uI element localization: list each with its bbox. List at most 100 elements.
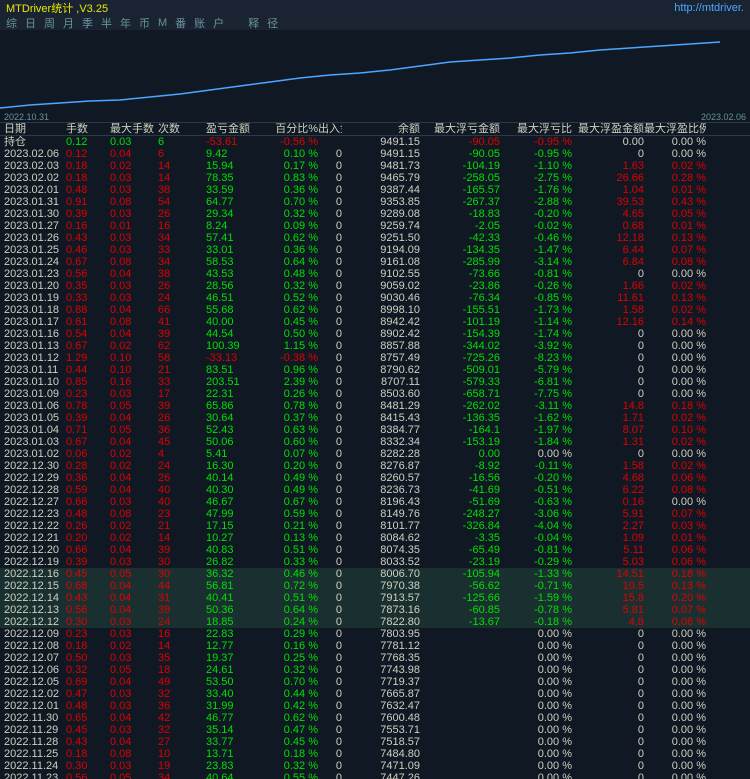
menu-item-6[interactable]: 年 [120, 15, 131, 31]
cell-maxlots: 0.03 [110, 760, 158, 772]
table-row[interactable]: 2023.02.020.180.031478.350.83 %09465.79-… [0, 172, 750, 184]
col-header-0[interactable]: 日期 [4, 123, 66, 135]
cell-pct: 0.70 % [266, 196, 318, 208]
menu-item-3[interactable]: 月 [63, 15, 74, 31]
table-row[interactable]: 2022.12.010.480.033631.990.42 %07632.470… [0, 700, 750, 712]
table-row[interactable]: 2023.01.190.330.032446.510.52 %09030.46-… [0, 292, 750, 304]
cell-maxfp: 12.18 [572, 232, 644, 244]
cell-maxfppct: 0.00 % [644, 676, 706, 688]
cell-maxlots: 0.03 [110, 652, 158, 664]
cell-balance: 8481.29 [342, 400, 420, 412]
table-row[interactable]: 2022.11.250.180.081013.710.18 %07484.800… [0, 748, 750, 760]
menu-item-10[interactable]: 账 [194, 15, 205, 31]
cell-date: 2023.01.27 [4, 220, 66, 232]
cell-pl: 52.43 [206, 424, 266, 436]
table-row[interactable]: 2022.12.050.690.044953.500.70 %07719.370… [0, 676, 750, 688]
chart-x-left: 2022.10.31 [4, 112, 49, 122]
cell-lots: 0.91 [66, 196, 110, 208]
col-header-9[interactable]: 最大浮亏比 [500, 123, 572, 135]
table-row[interactable]: 2023.01.050.390.042630.640.37 %08415.43-… [0, 412, 750, 424]
table-row[interactable]: 2022.12.150.680.044456.810.72 %07970.38-… [0, 580, 750, 592]
table-row[interactable]: 2023.01.250.460.033333.010.36 %09194.09-… [0, 244, 750, 256]
table-row[interactable]: 2023.01.200.350.032628.560.32 %09059.02-… [0, 280, 750, 292]
cell-balance: 7484.80 [342, 748, 420, 760]
table-row[interactable]: 2022.12.290.360.042640.140.49 %08260.57-… [0, 472, 750, 484]
col-header-7[interactable]: 余额 [342, 123, 420, 135]
table-row[interactable]: 2022.12.200.660.043940.830.51 %08074.35-… [0, 544, 750, 556]
menu-item-9[interactable]: 番 [175, 15, 186, 31]
menu-item-14[interactable]: 释 [248, 15, 259, 31]
table-row[interactable]: 2023.01.260.430.033457.410.62 %09251.50-… [0, 232, 750, 244]
col-header-4[interactable]: 盈亏金额 [206, 123, 266, 135]
col-header-10[interactable]: 最大浮盈金额 [572, 123, 644, 135]
table-row[interactable]: 2023.01.040.710.053652.430.63 %08384.77-… [0, 424, 750, 436]
table-row[interactable]: 2023.02.060.120.0469.420.10 %09491.15-90… [0, 148, 750, 160]
menu-item-11[interactable]: 户 [213, 15, 224, 31]
table-row[interactable]: 2022.12.120.300.032418.850.24 %07822.80-… [0, 616, 750, 628]
table-row[interactable]: 2023.01.030.670.044550.060.60 %08332.34-… [0, 436, 750, 448]
menu-item-1[interactable]: 日 [25, 15, 36, 31]
table-row[interactable]: 2022.11.290.450.033235.140.47 %07553.710… [0, 724, 750, 736]
cell-pl: 22.83 [206, 628, 266, 640]
cell-maxlots: 0.08 [110, 316, 158, 328]
app-url[interactable]: http://mtdriver. [674, 2, 744, 14]
table-row[interactable]: 2023.01.110.440.102183.510.96 %08790.62-… [0, 364, 750, 376]
table-row[interactable]: 2022.12.220.260.022117.150.21 %08101.77-… [0, 520, 750, 532]
table-row[interactable]: 2023.01.060.780.053965.860.78 %08481.29-… [0, 400, 750, 412]
table-row[interactable]: 2023.01.130.670.0262100.391.15 %08857.88… [0, 340, 750, 352]
menu-item-2[interactable]: 周 [44, 15, 55, 31]
table-row[interactable]: 2023.02.030.180.021415.940.17 %09481.73-… [0, 160, 750, 172]
table-row[interactable]: 2023.01.160.540.043944.540.50 %08902.42-… [0, 328, 750, 340]
menu-item-15[interactable]: 径 [267, 15, 278, 31]
table-row[interactable]: 2022.12.210.200.021410.270.13 %08084.62-… [0, 532, 750, 544]
table-row[interactable]: 2022.11.280.430.042733.770.45 %07518.570… [0, 736, 750, 748]
table-row[interactable]: 2022.12.270.660.034046.670.67 %08196.43-… [0, 496, 750, 508]
table-row[interactable]: 2023.01.090.230.031722.310.26 %08503.60-… [0, 388, 750, 400]
cell-balance: 9251.50 [342, 232, 420, 244]
table-row[interactable]: 2022.12.090.230.031622.830.29 %07803.950… [0, 628, 750, 640]
table-row[interactable]: 2022.12.160.450.053036.320.46 %08006.70-… [0, 568, 750, 580]
table-row[interactable]: 2023.01.310.910.085464.770.70 %09353.85-… [0, 196, 750, 208]
table-row[interactable]: 2022.11.230.560.053440.640.55 %07447.260… [0, 772, 750, 779]
table-row[interactable]: 2023.01.170.610.084140.000.45 %08942.42-… [0, 316, 750, 328]
col-header-1[interactable]: 手数 [66, 123, 110, 135]
cell-maxfppct: 0.02 % [644, 280, 706, 292]
table-row[interactable]: 2022.12.080.180.021412.770.16 %07781.120… [0, 640, 750, 652]
col-header-5[interactable]: 百分比% [266, 123, 318, 135]
table-row[interactable]: 2023.01.270.160.01168.240.09 %09259.74-2… [0, 220, 750, 232]
menu-item-0[interactable]: 综 [6, 15, 17, 31]
table-row[interactable]: 2023.01.180.880.046655.680.62 %08998.10-… [0, 304, 750, 316]
table-row[interactable]: 2022.12.020.470.033233.400.44 %07665.870… [0, 688, 750, 700]
table-row[interactable]: 2023.01.020.060.0245.410.07 %08282.280.0… [0, 448, 750, 460]
table-row[interactable]: 2023.01.100.850.1633203.512.39 %08707.11… [0, 376, 750, 388]
menu-item-7[interactable]: 币 [139, 15, 150, 31]
menu-item-4[interactable]: 季 [82, 15, 93, 31]
table-row[interactable]: 2023.01.230.560.043843.530.48 %09102.55-… [0, 268, 750, 280]
menu-item-5[interactable]: 半 [101, 15, 112, 31]
cell-depwd: 0 [318, 364, 342, 376]
cell-depwd: 0 [318, 508, 342, 520]
table-row[interactable]: 2022.12.190.390.033026.820.33 %08033.52-… [0, 556, 750, 568]
table-row[interactable]: 2022.11.240.300.031923.830.32 %07471.090… [0, 760, 750, 772]
table-row[interactable]: 2022.12.140.430.043140.410.51 %07913.57-… [0, 592, 750, 604]
table-row[interactable]: 2022.12.280.590.044040.300.49 %08236.73-… [0, 484, 750, 496]
menu-item-8[interactable]: M [158, 17, 167, 29]
table-row[interactable]: 2023.01.240.670.083458.530.64 %09161.08-… [0, 256, 750, 268]
table-row[interactable]: 2023.02.010.480.033833.590.36 %09387.44-… [0, 184, 750, 196]
col-header-2[interactable]: 最大手数 [110, 123, 158, 135]
cell-balance: 7719.37 [342, 676, 420, 688]
col-header-8[interactable]: 最大浮亏金额 [420, 123, 500, 135]
cell-maxfppct: 0.00 % [644, 328, 706, 340]
table-row[interactable]: 2022.12.070.500.033519.370.25 %07768.350… [0, 652, 750, 664]
col-header-6[interactable]: 出入金 [318, 123, 342, 135]
cell-pct: -0.38 % [266, 352, 318, 364]
table-row[interactable]: 2022.12.230.480.082347.990.59 %08149.76-… [0, 508, 750, 520]
col-header-3[interactable]: 次数 [158, 123, 206, 135]
table-row[interactable]: 2022.12.060.320.051824.610.32 %07743.980… [0, 664, 750, 676]
table-row[interactable]: 2022.12.130.560.043950.360.64 %07873.16-… [0, 604, 750, 616]
table-row[interactable]: 2023.01.121.290.1058-33.13-0.38 %08757.4… [0, 352, 750, 364]
table-row[interactable]: 2022.12.300.280.022416.300.20 %08276.87-… [0, 460, 750, 472]
table-row[interactable]: 2023.01.300.390.032629.340.32 %09289.08-… [0, 208, 750, 220]
table-row[interactable]: 2022.11.300.650.044246.770.62 %07600.480… [0, 712, 750, 724]
col-header-11[interactable]: 最大浮盈比例 [644, 123, 706, 135]
